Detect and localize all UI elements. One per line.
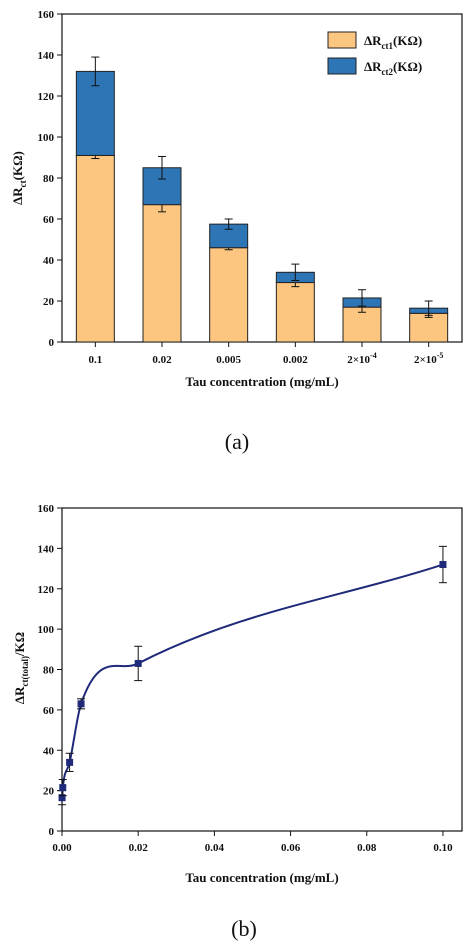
x-tick-label: 0.1 — [88, 354, 102, 366]
y-tick-label: 120 — [38, 584, 55, 596]
legend-label: ΔRct1(KΩ) — [364, 33, 422, 51]
y-axis-label-main: ΔR — [12, 686, 27, 704]
x-tick-label: 0.02 — [152, 354, 172, 366]
y-axis-label-unit: /KΩ — [12, 632, 27, 657]
x-tick-label: 0.10 — [433, 842, 453, 854]
y-tick-label: 0 — [49, 337, 55, 349]
tick-labels: 0 20 40 60 80 100 120 140 160 0.00 0.02 0.04 0.06 0.0… — [38, 503, 454, 854]
bar-segment-ct1 — [75, 154, 115, 343]
x-tick-label: 0.06 — [281, 842, 301, 854]
y-tick-label: 160 — [38, 503, 55, 515]
data-point — [59, 784, 67, 792]
x-tick-label: 2×10-4 — [347, 351, 376, 366]
y-tick-label: 160 — [38, 9, 55, 21]
axes-frame — [57, 507, 463, 836]
bar-segment-ct1 — [409, 312, 449, 343]
y-tick-label: 100 — [38, 132, 55, 144]
panel-label-b: (b) — [231, 916, 257, 941]
y-tick-label: 60 — [43, 214, 55, 226]
y-axis-label: ΔRct(total)/KΩ — [12, 632, 30, 704]
fit-curve — [61, 563, 444, 798]
y-tick-label: 0 — [49, 826, 55, 838]
tick-labels: 0 20 40 60 80 100 120 140 160 0.1 0.02 0.005 0.002 2×… — [38, 9, 444, 366]
data-point — [66, 758, 74, 766]
x-tick-label: 0.04 — [205, 842, 225, 854]
y-tick-label: 20 — [43, 296, 55, 308]
x-tick-label: 0.02 — [129, 842, 149, 854]
axes-frame — [57, 13, 463, 347]
y-tick-label: 80 — [43, 173, 55, 185]
y-tick-label: 100 — [38, 624, 55, 636]
y-tick-label: 40 — [43, 745, 55, 757]
legend: ΔRct1(KΩ) ΔRct2(KΩ) — [327, 31, 422, 77]
y-axis-label-sub: ct — [18, 180, 28, 187]
x-tick-label: 2×10-5 — [414, 351, 443, 366]
bar-segment-ct1 — [142, 204, 182, 343]
fit-curve-group — [61, 563, 444, 798]
x-tick-label: 0.00 — [52, 842, 72, 854]
stacked-bar-chart: 0 20 40 60 80 100 120 140 160 0.1 0.02 0.005 0.002 2×… — [10, 9, 463, 454]
y-tick-label: 120 — [38, 91, 55, 103]
y-tick-label: 60 — [43, 705, 55, 717]
bar-segment-ct1 — [275, 282, 315, 343]
data-point — [134, 659, 142, 667]
legend-swatch — [327, 31, 357, 49]
x-tick-label: 0.005 — [216, 354, 241, 366]
y-tick-label: 140 — [38, 543, 55, 555]
y-tick-label: 80 — [43, 665, 55, 677]
data-point — [439, 561, 447, 569]
y-axis-label-sub: ct(total) — [20, 656, 30, 686]
y-axis-label-main: ΔR — [10, 187, 25, 205]
plot-frame — [61, 507, 463, 832]
scatter-fit-chart: 0 20 40 60 80 100 120 140 160 0.00 0.02 0.04 0.06 0.0… — [12, 503, 463, 941]
y-axis-label: ΔRct(KΩ) — [10, 151, 28, 205]
y-tick-label: 40 — [43, 255, 55, 267]
bars-group — [75, 56, 449, 343]
x-axis-label: Tau concentration (mg/mL) — [185, 870, 338, 885]
legend-label: ΔRct2(KΩ) — [364, 59, 422, 77]
points-group — [58, 545, 447, 806]
y-axis-label-unit: (KΩ) — [10, 151, 25, 180]
panel-label-a: (a) — [225, 429, 249, 454]
x-axis-label: Tau concentration (mg/mL) — [185, 374, 338, 389]
y-tick-label: 140 — [38, 50, 55, 62]
x-tick-label: 0.002 — [283, 354, 308, 366]
data-point — [77, 700, 85, 708]
data-point — [58, 794, 66, 802]
y-tick-label: 20 — [43, 786, 55, 798]
bar-segment-ct1 — [209, 247, 249, 343]
legend-swatch — [327, 57, 357, 75]
x-tick-label: 0.08 — [357, 842, 377, 854]
